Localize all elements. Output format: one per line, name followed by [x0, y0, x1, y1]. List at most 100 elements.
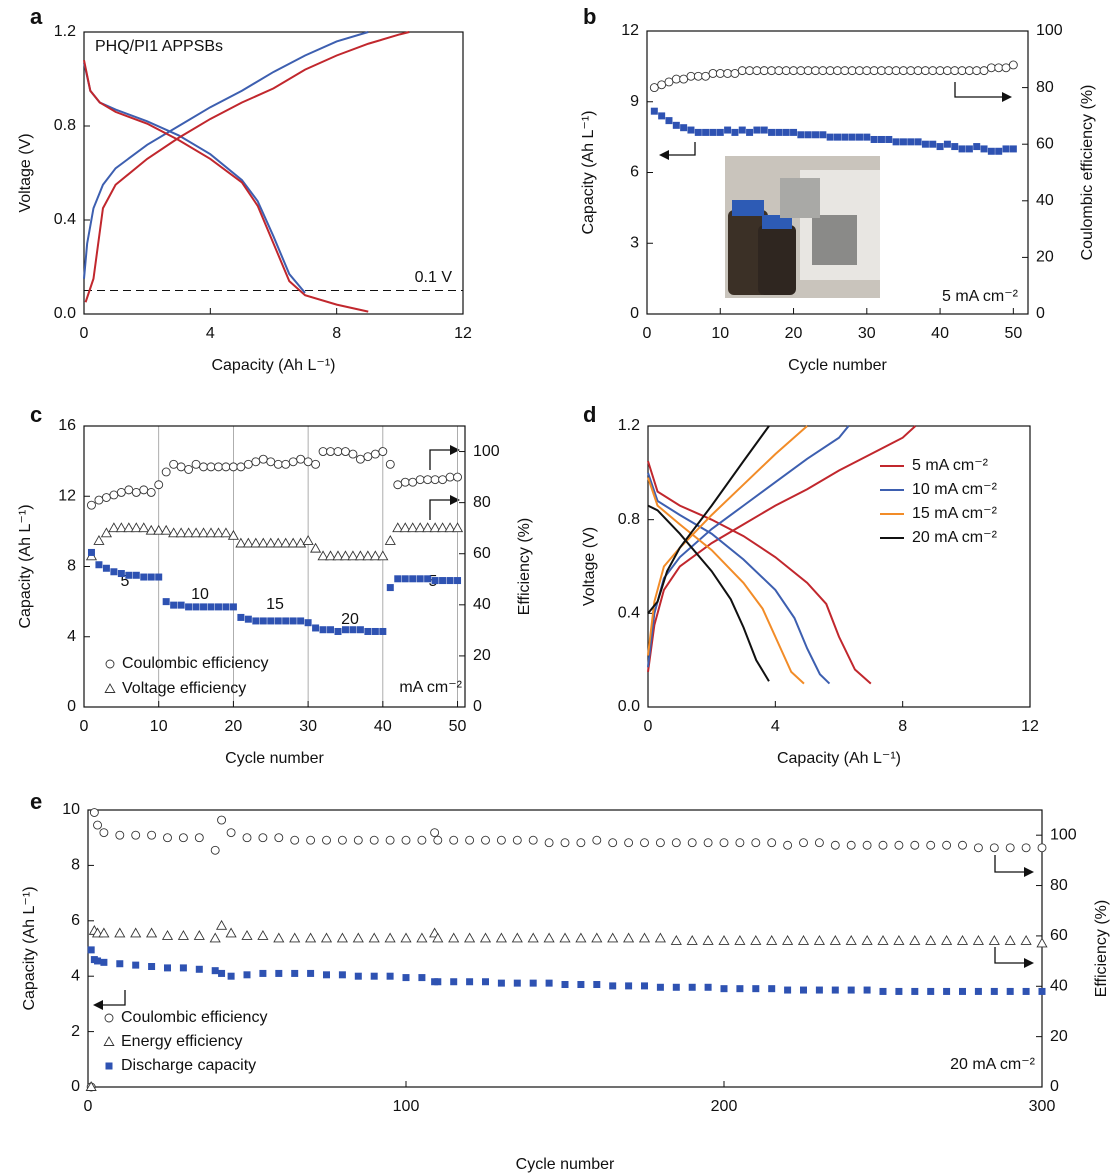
circle-marker [184, 464, 194, 474]
square-marker [815, 986, 823, 994]
square-marker [656, 983, 664, 991]
annotation: 10 [191, 586, 209, 603]
y2-tick-label: 20 [1036, 249, 1054, 266]
circle-marker [423, 475, 433, 485]
circle-marker [163, 833, 172, 843]
x-axis-label: Capacity (Ah L⁻¹) [211, 357, 335, 374]
circle-marker [830, 840, 840, 850]
x-axis-label: Cycle number [788, 357, 887, 374]
circle-marker [258, 454, 268, 464]
circle-marker [131, 487, 141, 497]
y2-tick-label: 0 [473, 698, 482, 715]
triangle-marker [422, 522, 434, 533]
circle-marker [730, 68, 740, 78]
arrow-head [1024, 867, 1034, 877]
photo-cell [812, 215, 857, 265]
circle-marker [833, 66, 842, 76]
square-marker [561, 981, 569, 989]
triangle-marker [362, 550, 374, 561]
triangle-marker [575, 932, 587, 943]
triangle-marker [392, 522, 404, 533]
circle-marker [592, 835, 602, 845]
circle-marker [296, 454, 306, 464]
inset-photo [725, 156, 880, 298]
circle-marker [512, 835, 522, 845]
y-tick-label: 2 [71, 1023, 80, 1040]
circle-marker [400, 477, 410, 487]
circle-marker [221, 462, 231, 472]
arrow [100, 990, 126, 1006]
square-marker [819, 131, 827, 139]
triangle-marker [368, 932, 380, 943]
plot-frame [647, 425, 1031, 708]
square-marker [87, 548, 95, 556]
y-axis-label: Voltage (V) [581, 527, 598, 606]
x-tick-label: 30 [858, 325, 876, 342]
annotation: 5 mA cm⁻² [942, 288, 1019, 305]
legend-label: Energy efficiency [121, 1033, 243, 1050]
x-tick-label: 0 [80, 325, 89, 342]
triangle-marker [104, 683, 116, 693]
circle-marker [273, 459, 283, 469]
y-tick-label: 0.4 [618, 605, 640, 622]
plot-frame [83, 425, 466, 708]
circle-marker [735, 838, 745, 848]
square-marker [746, 128, 754, 136]
square-marker [929, 140, 937, 148]
y-tick-label: 0 [71, 1078, 80, 1095]
triangle-marker [93, 535, 105, 545]
triangle-marker [559, 932, 571, 943]
circle-marker [752, 66, 762, 76]
x-tick-label: 4 [206, 325, 215, 342]
arrow [666, 142, 696, 156]
circle-marker [369, 835, 379, 845]
square-marker [625, 982, 633, 990]
square-marker [987, 147, 995, 155]
square-marker [319, 626, 327, 634]
y-tick-label: 8 [71, 857, 80, 874]
circle-marker [715, 68, 725, 78]
y2-tick-label: 60 [1050, 927, 1068, 944]
square-marker [259, 969, 267, 977]
triangle-marker [168, 527, 180, 538]
square-marker [218, 969, 226, 977]
square-marker [100, 958, 108, 966]
y2-tick-label: 100 [1036, 22, 1063, 39]
y2-tick-label: 0 [1036, 305, 1045, 322]
square-marker [450, 978, 458, 986]
circle-marker [989, 843, 999, 853]
circle-marker [258, 833, 268, 843]
circle-marker [236, 462, 246, 472]
square-marker [244, 615, 252, 623]
y-tick-label: 16 [58, 417, 76, 434]
y-tick-label: 6 [630, 164, 639, 181]
circle-marker [781, 66, 791, 76]
square-marker [529, 979, 537, 987]
square-marker [863, 133, 871, 141]
triangle-marker [289, 932, 301, 943]
x-tick-label: 20 [225, 718, 243, 735]
circle-marker [972, 66, 982, 76]
y2-tick-label: 60 [1036, 135, 1054, 152]
arrow-head [659, 150, 669, 160]
square-marker [907, 138, 915, 146]
square-marker [877, 135, 885, 143]
triangle-marker [114, 927, 126, 938]
square-marker [704, 983, 712, 991]
circle-marker [214, 462, 223, 472]
triangle-marker [241, 929, 253, 940]
y-tick-label: 0.8 [54, 117, 76, 134]
circle-marker [686, 71, 696, 81]
triangle-marker [257, 929, 269, 940]
square-marker [738, 126, 746, 134]
circle-marker [862, 66, 872, 76]
square-marker [545, 979, 553, 987]
square-marker [338, 971, 346, 979]
curve [647, 425, 808, 656]
square-marker [879, 987, 887, 995]
circle-marker [799, 838, 808, 848]
square-marker [192, 603, 200, 611]
square-marker [980, 145, 988, 153]
triangle-marker [100, 527, 112, 538]
square-marker [641, 982, 648, 990]
